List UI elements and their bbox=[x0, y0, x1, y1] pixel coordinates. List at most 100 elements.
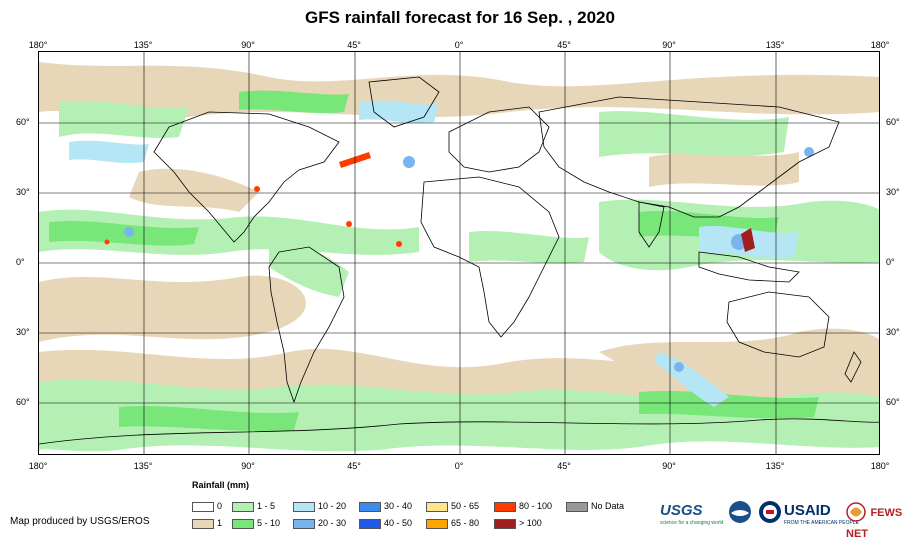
legend-title: Rainfall (mm) bbox=[192, 480, 250, 490]
map-title: GFS rainfall forecast for 16 Sep. , 2020 bbox=[305, 8, 615, 27]
fews-net-logo-text: FEWS NET bbox=[846, 507, 903, 540]
south-america-outline bbox=[268, 246, 345, 404]
africa-outline bbox=[420, 176, 560, 338]
lon-tick-bottom: 90° bbox=[662, 461, 676, 471]
legend-label: 1 - 5 bbox=[257, 501, 276, 511]
legend-label: 80 - 100 bbox=[519, 501, 553, 511]
fews-net-logo[interactable]: FEWS NET bbox=[846, 500, 916, 540]
greenland-outline bbox=[368, 76, 440, 128]
lon-tick-bottom: 180° bbox=[870, 461, 890, 471]
lat-tick-right: 60° bbox=[886, 117, 900, 127]
lon-tick-top: 180° bbox=[870, 40, 890, 50]
usaid-logo[interactable]: USAID FROM THE AMERICAN PEOPLE bbox=[784, 502, 859, 532]
legend-swatch bbox=[293, 518, 315, 529]
legend-item: No Data bbox=[566, 500, 624, 512]
lon-tick-bottom: 135° bbox=[133, 461, 153, 471]
lat-tick-left: 30° bbox=[16, 327, 30, 337]
lon-tick-top: 45° bbox=[557, 40, 571, 50]
usgs-tagline: science for a changing world bbox=[660, 520, 724, 526]
legend-item: 5 - 10 bbox=[232, 517, 280, 529]
legend-label: 10 - 20 bbox=[318, 501, 347, 511]
legend-swatch bbox=[293, 501, 315, 512]
lon-tick-bottom: 45° bbox=[557, 461, 571, 471]
legend-label: 40 - 50 bbox=[384, 518, 413, 528]
antarctica-outline bbox=[39, 418, 879, 445]
lat-tick-right: 30° bbox=[886, 187, 900, 197]
lat-tick-left: 60° bbox=[16, 117, 30, 127]
europe-outline bbox=[448, 106, 550, 173]
legend-label: 1 bbox=[217, 518, 223, 528]
lon-tick-bottom: 90° bbox=[241, 461, 255, 471]
lat-tick-left: 0° bbox=[16, 257, 25, 267]
legend-swatch bbox=[494, 518, 516, 529]
legend-label: > 100 bbox=[519, 518, 542, 528]
lon-tick-bottom: 135° bbox=[765, 461, 785, 471]
rainfall-legend: Rainfall (mm) 0 1 1 - 5 5 - 10 10 - 20 2… bbox=[192, 480, 652, 530]
lon-tick-bottom: 0° bbox=[454, 461, 464, 471]
legend-swatch bbox=[232, 518, 254, 529]
rain-5-10mm-areas bbox=[49, 90, 819, 431]
lon-tick-bottom: 45° bbox=[347, 461, 361, 471]
lon-tick-top: 135° bbox=[133, 40, 153, 50]
legend-label: 0 bbox=[217, 501, 223, 511]
legend-swatch bbox=[359, 501, 381, 512]
legend-item: 20 - 30 bbox=[293, 517, 346, 529]
legend-item: 50 - 65 bbox=[426, 500, 479, 512]
noaa-emblem-icon bbox=[729, 501, 751, 523]
fews-globe-icon bbox=[846, 502, 866, 522]
lon-tick-top: 180° bbox=[28, 40, 48, 50]
lat-tick-left: 60° bbox=[16, 397, 30, 407]
legend-item: 10 - 20 bbox=[293, 500, 346, 512]
legend-label: 50 - 65 bbox=[451, 501, 480, 511]
usaid-tagline: FROM THE AMERICAN PEOPLE bbox=[784, 520, 859, 526]
legend-swatch bbox=[192, 518, 214, 529]
legend-item: > 100 bbox=[494, 517, 542, 529]
new-zealand-outline bbox=[844, 351, 862, 383]
legend-item: 30 - 40 bbox=[359, 500, 412, 512]
lon-tick-top: 0° bbox=[454, 40, 464, 50]
legend-swatch bbox=[232, 501, 254, 512]
north-america-outline bbox=[153, 111, 340, 243]
legend-item: 80 - 100 bbox=[494, 500, 552, 512]
legend-swatch bbox=[426, 501, 448, 512]
lat-tick-right: 0° bbox=[886, 257, 895, 267]
usgs-logo[interactable]: USGS science for a changing world bbox=[660, 502, 723, 532]
lon-tick-top: 90° bbox=[241, 40, 255, 50]
lon-tick-bottom: 180° bbox=[28, 461, 48, 471]
agency-logos: USGS science for a changing world USAID … bbox=[660, 498, 916, 540]
map-credit: Map produced by USGS/EROS bbox=[10, 516, 150, 527]
legend-label: 65 - 80 bbox=[451, 518, 480, 528]
lat-tick-right: 30° bbox=[886, 327, 900, 337]
indonesia-outline bbox=[698, 251, 800, 283]
legend-item: 1 - 5 bbox=[232, 500, 275, 512]
legend-item: 1 bbox=[192, 517, 222, 529]
noaa-logo[interactable] bbox=[728, 500, 752, 530]
lat-tick-right: 60° bbox=[886, 397, 900, 407]
graticule bbox=[39, 52, 879, 454]
legend-label: No Data bbox=[591, 501, 625, 511]
legend-label: 20 - 30 bbox=[318, 518, 347, 528]
asia-outline bbox=[538, 96, 840, 218]
legend-label: 5 - 10 bbox=[257, 518, 281, 528]
lon-tick-top: 90° bbox=[662, 40, 676, 50]
lon-tick-top: 135° bbox=[765, 40, 785, 50]
rainfall-map[interactable] bbox=[38, 51, 880, 455]
usaid-seal-icon bbox=[759, 501, 781, 523]
legend-swatch bbox=[192, 501, 214, 512]
rainfall-map-canvas bbox=[39, 52, 879, 454]
legend-item: 65 - 80 bbox=[426, 517, 479, 529]
continent-outlines bbox=[39, 76, 879, 445]
usaid-seal-logo[interactable] bbox=[758, 500, 782, 530]
legend-swatch bbox=[494, 501, 516, 512]
legend-label: 30 - 40 bbox=[384, 501, 413, 511]
legend-swatch bbox=[426, 518, 448, 529]
legend-item: 40 - 50 bbox=[359, 517, 412, 529]
lon-tick-top: 45° bbox=[347, 40, 361, 50]
australia-outline bbox=[726, 291, 830, 358]
legend-swatch bbox=[566, 501, 588, 512]
usgs-logo-text: USGS bbox=[660, 502, 703, 519]
legend-item: 0 bbox=[192, 500, 222, 512]
lat-tick-left: 30° bbox=[16, 187, 30, 197]
india-outline bbox=[638, 201, 665, 248]
legend-swatch bbox=[359, 518, 381, 529]
